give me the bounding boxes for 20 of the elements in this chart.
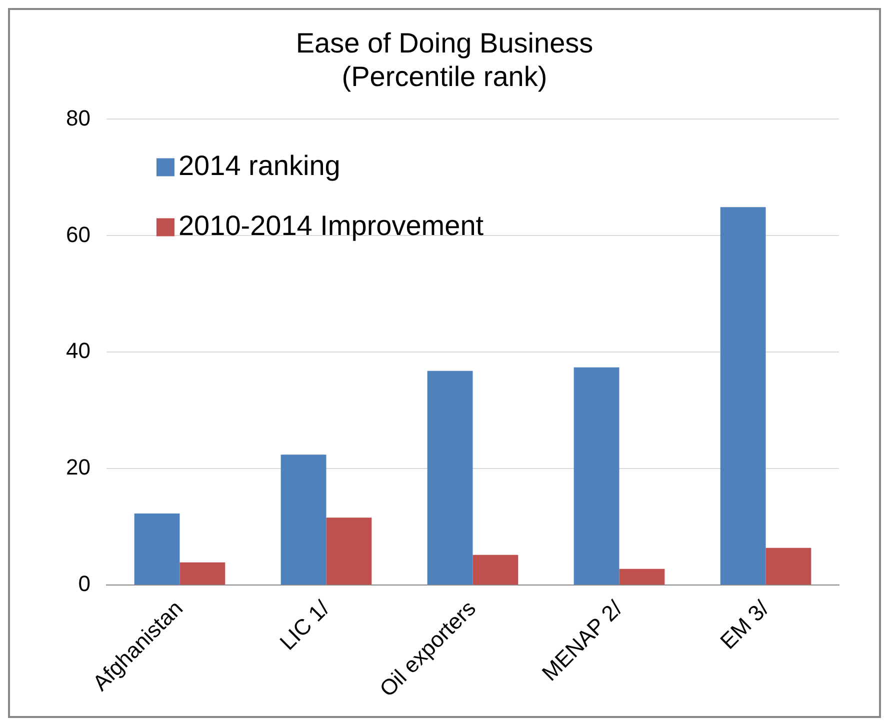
y-tick-label: 60 <box>66 222 90 247</box>
x-tick-label: LIC 1/ <box>274 595 335 655</box>
bar <box>180 562 226 585</box>
bar <box>720 207 766 585</box>
legend-label: 2010-2014 Improvement <box>178 210 484 241</box>
chart-title: Ease of Doing Business (Percentile rank) <box>296 28 594 92</box>
x-tick-label: EM 3/ <box>715 595 774 654</box>
bar <box>619 568 665 585</box>
bar <box>427 370 473 585</box>
y-tick-label: 0 <box>78 571 90 596</box>
y-tick-label: 20 <box>66 454 90 480</box>
y-tick-label: 80 <box>66 105 90 130</box>
bar <box>326 518 372 585</box>
legend-label: 2014 ranking <box>178 150 340 181</box>
bar <box>472 554 518 585</box>
bar <box>574 367 620 585</box>
bar <box>280 454 326 585</box>
y-tick-label: 40 <box>66 338 90 364</box>
bar <box>766 548 812 585</box>
bar <box>134 514 180 585</box>
